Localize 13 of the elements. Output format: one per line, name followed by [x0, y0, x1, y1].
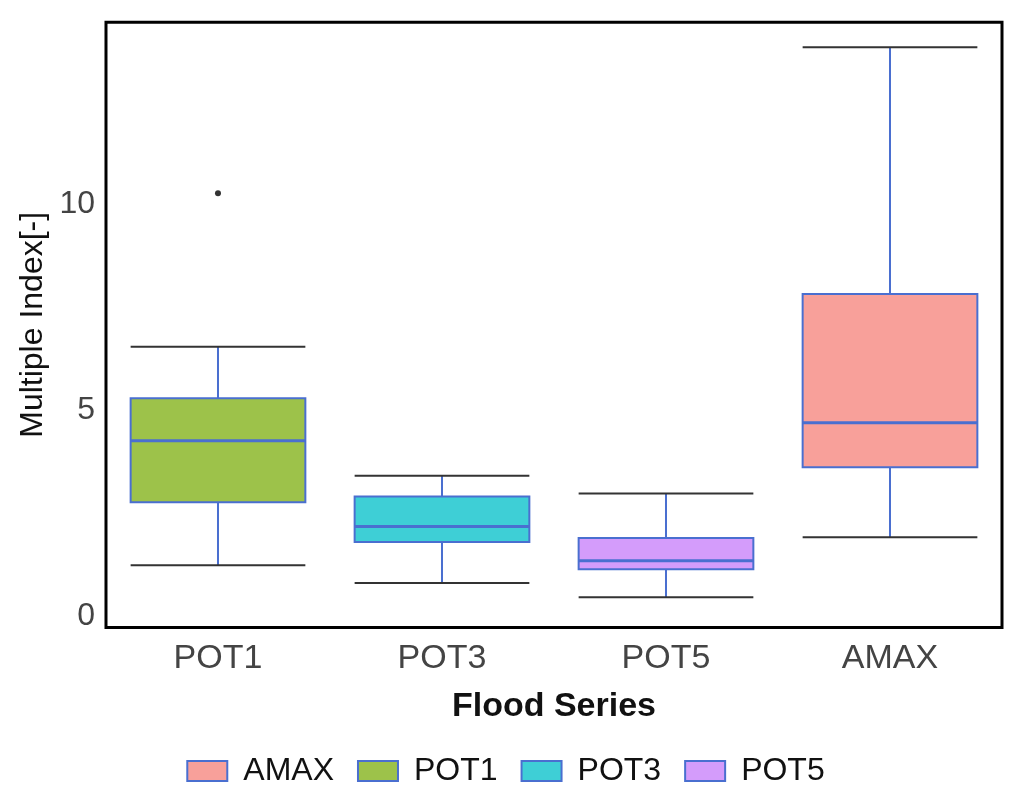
y-axis-title: Multiple Index[-] [13, 211, 50, 438]
x-tick-label: POT1 [173, 637, 263, 676]
legend-label: POT1 [413, 750, 498, 787]
legend-label: POT3 [577, 750, 662, 787]
legend-label: POT5 [741, 750, 825, 787]
x-tick-label: AMAX [841, 637, 939, 676]
x-axis-title: Flood Series [451, 684, 657, 723]
legend-label: AMAX [243, 750, 334, 787]
y-tick-label: 0 [77, 595, 95, 632]
y-tick-label: 5 [77, 389, 95, 426]
x-tick-label: POT3 [397, 637, 487, 676]
x-tick-label: POT5 [621, 637, 711, 676]
y-tick-label: 10 [59, 183, 95, 220]
